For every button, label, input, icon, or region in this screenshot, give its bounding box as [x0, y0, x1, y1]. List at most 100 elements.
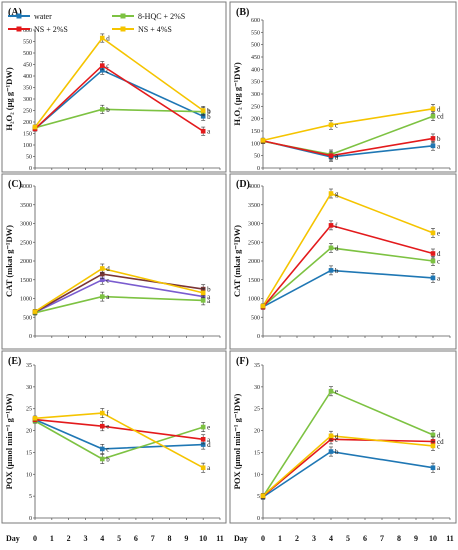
data-point [99, 67, 105, 73]
data-point [200, 113, 206, 119]
data-point [430, 432, 436, 438]
data-point [99, 277, 105, 283]
significance-label: cd [437, 113, 444, 121]
y-tick-label: 5 [257, 494, 260, 500]
panel-label: (E) [8, 356, 21, 367]
data-point [430, 275, 436, 281]
significance-label: b [207, 113, 211, 121]
y-tick-label: 10 [26, 472, 32, 478]
y-tick-label: 30 [26, 385, 32, 391]
significance-label: a [335, 153, 339, 161]
y-tick-label: 1500 [248, 278, 260, 284]
day-tick-label: 7 [151, 534, 155, 543]
day-tick-label: 0 [261, 534, 265, 543]
y-tick-label: 2500 [20, 240, 32, 246]
series-hqc: be [32, 418, 210, 464]
data-point [200, 290, 206, 296]
data-point [32, 124, 38, 130]
y-tick-label: 10 [254, 472, 260, 478]
series-ns4: ge [260, 188, 440, 309]
y-tick-label: 100 [23, 143, 32, 149]
data-point [99, 456, 105, 462]
significance-label: a [437, 464, 441, 472]
day-tick-label: 9 [184, 534, 188, 543]
legend-label: NS + 4%S [138, 25, 172, 34]
significance-label: b [207, 286, 211, 294]
data-point [430, 465, 436, 471]
significance-label: f [106, 410, 109, 418]
y-tick-label: 500 [251, 43, 260, 49]
y-tick-label: 4000 [20, 184, 32, 190]
panel-label: (A) [8, 7, 22, 18]
y-tick-label: 0 [257, 516, 260, 522]
significance-label: d [437, 431, 441, 439]
legend-swatch-marker [16, 26, 22, 32]
day-tick-label: 8 [168, 534, 172, 543]
y-tick-label: 350 [251, 80, 260, 86]
significance-label: cd [437, 438, 444, 446]
y-tick-label: 350 [23, 86, 32, 92]
day-tick-label: 0 [33, 534, 37, 543]
y-tick-label: 15 [254, 450, 260, 456]
data-point [99, 446, 105, 452]
y-tick-label: 450 [251, 55, 260, 61]
day-axis: Day 0 1 2 3 4 5 6 7 8 9 10 11 Day 0 1 2 3 4 5 6 7 8 9 10 11 [6, 534, 454, 543]
significance-label: a [207, 293, 211, 301]
day-tick-label: 10 [199, 534, 207, 543]
data-point [99, 266, 105, 271]
day-tick-label: 1 [278, 534, 282, 543]
data-point [200, 465, 206, 471]
panel-f: (F) 0 5 10 15 20 25 30 35 POX (µmol min⁻¹ g⁻¹DW) b… [229, 350, 457, 524]
data-point [200, 108, 206, 113]
day-tick-label: 6 [363, 534, 367, 543]
y-tick-label: 0 [257, 334, 260, 340]
y-tick-label: 500 [23, 51, 32, 57]
y-tick-label: 100 [251, 141, 260, 147]
significance-label: a [207, 297, 211, 305]
day-tick-label: 7 [380, 534, 384, 543]
significance-label: b [106, 455, 110, 463]
legend-label: water [34, 12, 52, 21]
y-tick-label: 30 [254, 385, 260, 391]
y-tick-label: 3500 [20, 203, 32, 209]
y-tick-label: 1000 [20, 297, 32, 303]
significance-label: d [106, 35, 110, 43]
day-tick-label: 11 [216, 534, 224, 543]
y-tick-label: 450 [23, 63, 32, 69]
y-axis-label: CAT (mkat g⁻¹DW) [232, 225, 242, 297]
legend-label: 8-HQC + 2%S [138, 12, 185, 21]
data-point [99, 271, 105, 277]
legend-item-ns4: NS + 4%S [112, 25, 172, 34]
data-point [430, 443, 436, 449]
significance-label: c [437, 258, 440, 266]
y-axis-label: H₂O₂ (µg g⁻¹DW) [4, 67, 14, 130]
y-tick-label: 1500 [20, 278, 32, 284]
legend-label: NS + 2%S [34, 25, 68, 34]
data-point [200, 128, 206, 134]
data-point [430, 106, 436, 112]
y-tick-label: 0 [29, 166, 32, 172]
legend: water 8-HQC + 2%S NS + 2%S NS + 4%S [8, 12, 185, 34]
y-tick-label: 250 [23, 109, 32, 115]
y-tick-label: 50 [254, 154, 260, 160]
y-tick-label: 35 [26, 363, 32, 369]
series-ns2: ea [32, 417, 211, 445]
data-point [328, 388, 334, 394]
y-tick-label: 1000 [248, 297, 260, 303]
y-axis-label: POX (µmol min⁻¹ g⁻¹DW) [232, 393, 242, 489]
y-tick-label: 5 [29, 494, 32, 500]
y-tick-label: 200 [251, 117, 260, 123]
y-tick-label: 300 [23, 97, 32, 103]
legend-item-water: water [8, 12, 52, 21]
panel-d: (D) 0 500 1000 1500 2000 2500 3000 3500 4000 CAT (… [229, 173, 457, 350]
y-tick-label: 500 [251, 315, 260, 321]
y-tick-label: 50 [26, 155, 32, 161]
data-point [99, 63, 105, 68]
day-tick-label: 8 [397, 534, 401, 543]
significance-label: b [335, 267, 339, 275]
significance-label: c [335, 121, 338, 129]
significance-label: b [437, 135, 441, 143]
significance-label: a [207, 128, 211, 136]
data-point [328, 122, 334, 128]
panel-label: (C) [8, 179, 22, 190]
